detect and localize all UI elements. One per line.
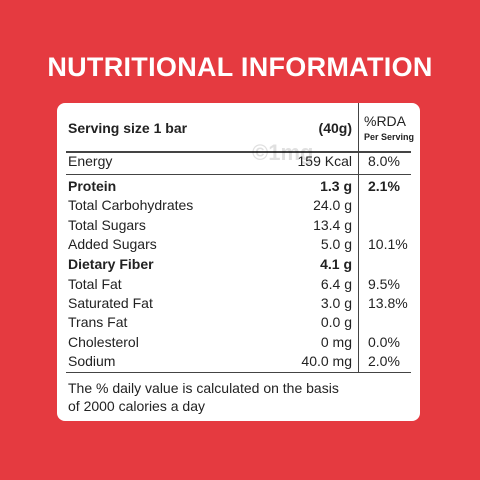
footnote: The % daily value is calculated on the b… — [68, 380, 339, 396]
nutrient-amount: 4.1 g — [320, 256, 352, 272]
nutrient-amount: 1.3 g — [320, 178, 352, 194]
nutrient-name: Sodium — [68, 353, 116, 369]
serving-label: Serving size 1 bar — [68, 120, 188, 136]
nutrient-name: Protein — [68, 178, 117, 194]
nutrient-amount: 0.0 g — [320, 314, 352, 330]
nutrient-name: Total Fat — [68, 276, 122, 292]
nutrient-name: Cholesterol — [68, 334, 139, 350]
rda-header: %RDA — [364, 113, 407, 129]
header-rule — [66, 151, 411, 153]
nutrient-rda: 10.1% — [368, 236, 408, 252]
bottom-rule — [66, 372, 411, 373]
nutrient-amount: 5.0 g — [320, 236, 352, 252]
nutrient-name: Total Sugars — [68, 217, 146, 233]
nutrient-amount: 0 mg — [320, 334, 352, 350]
watermark: ©1mg — [252, 140, 314, 165]
nutrient-amount: 3.0 g — [320, 295, 352, 311]
nutrient-rda: 9.5% — [368, 276, 400, 292]
nutrient-rda: 2.1% — [368, 178, 400, 194]
footnote: of 2000 calories a day — [68, 398, 205, 414]
serving-amount: (40g) — [318, 120, 352, 136]
nutrient-rda: 2.0% — [368, 353, 400, 369]
nutrient-name: Saturated Fat — [68, 295, 153, 311]
nutrient-name: Added Sugars — [68, 236, 157, 252]
nutrient-amount: 6.4 g — [320, 276, 352, 292]
nutrient-amount: 40.0 mg — [301, 353, 352, 369]
nutrient-name: Energy — [68, 153, 113, 169]
nutrient-rda: 8.0% — [368, 153, 400, 169]
rda-subheader: Per Serving — [364, 132, 415, 142]
nutrient-amount: 159 Kcal — [297, 153, 352, 169]
nutrient-name: Total Carbohydrates — [68, 197, 194, 213]
nutrient-name: Dietary Fiber — [68, 256, 154, 272]
energy-rule — [66, 174, 411, 175]
nutrient-rda: 0.0% — [368, 334, 400, 350]
nutrient-amount: 13.4 g — [313, 217, 352, 233]
nutrient-rda: 13.8% — [368, 295, 408, 311]
nutrition-panel — [57, 103, 420, 421]
column-divider — [358, 103, 359, 372]
nutrient-name: Trans Fat — [68, 314, 128, 330]
title: NUTRITIONAL INFORMATION — [47, 52, 433, 82]
nutrient-amount: 24.0 g — [313, 197, 352, 213]
